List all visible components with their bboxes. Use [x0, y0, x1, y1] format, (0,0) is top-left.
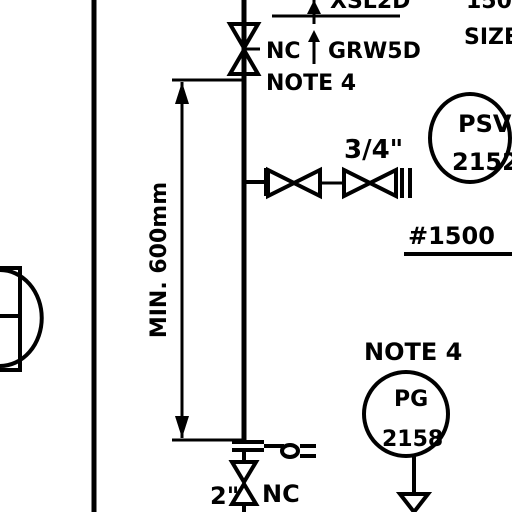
grw-arrow	[308, 30, 320, 42]
note4-lower-label: NOTE 4	[364, 338, 462, 366]
tag-arrow	[307, 0, 321, 14]
top-right-fragment-2: SIZE	[464, 25, 512, 50]
branch-valve1-right	[289, 166, 322, 200]
branch-valve2-left	[342, 166, 375, 200]
pg-bubble	[362, 370, 450, 458]
bottom-valve-top	[228, 460, 260, 486]
branch-valve1-left	[266, 166, 299, 200]
rating-group: #1500	[404, 222, 512, 256]
pg-type: PG	[394, 387, 428, 412]
nc-upper-label: NC	[266, 39, 301, 64]
top-valve-area: XSL2D 150 SIZE NC GRW5D NOTE 4	[226, 0, 512, 96]
nc-lower-label: NC	[262, 480, 300, 508]
pg-number: 2158	[382, 427, 443, 452]
psv-number: 2152	[452, 148, 512, 176]
left-edge-symbol	[0, 266, 44, 372]
upper-valve-bottom-triangle	[226, 46, 262, 76]
top-tag-label: XSL2D	[330, 0, 410, 14]
grw5d-label: GRW5D	[328, 39, 421, 64]
dimension-arrow-bottom	[175, 416, 189, 438]
psv-type: PSV	[458, 110, 512, 138]
left-edge-arc	[0, 268, 44, 368]
bottom-size-label: 2"	[210, 482, 239, 510]
dimension-group: MIN. 600mm	[147, 78, 244, 442]
dimension-label: MIN. 600mm	[147, 182, 172, 338]
psv-bubble	[428, 92, 512, 184]
pg-instrument: NOTE 4 PG 2158	[362, 338, 462, 512]
pg-connection-triangle	[395, 492, 433, 512]
top-right-fragment-1: 150	[466, 0, 512, 14]
valve-size-label: 3/4"	[344, 135, 403, 165]
upper-valve-top-triangle	[226, 22, 262, 52]
rating-label: #1500	[408, 222, 495, 250]
branch-valve2-right	[365, 166, 398, 200]
left-edge-box	[0, 266, 22, 372]
note4-upper-label: NOTE 4	[266, 71, 356, 96]
bottom-cap-circle	[280, 443, 300, 459]
dimension-arrow-top	[175, 82, 189, 104]
branch-valves: 3/4"	[244, 135, 412, 200]
psv-instrument: PSV 2152	[428, 92, 512, 184]
bottom-drain: 2" NC	[210, 440, 316, 512]
